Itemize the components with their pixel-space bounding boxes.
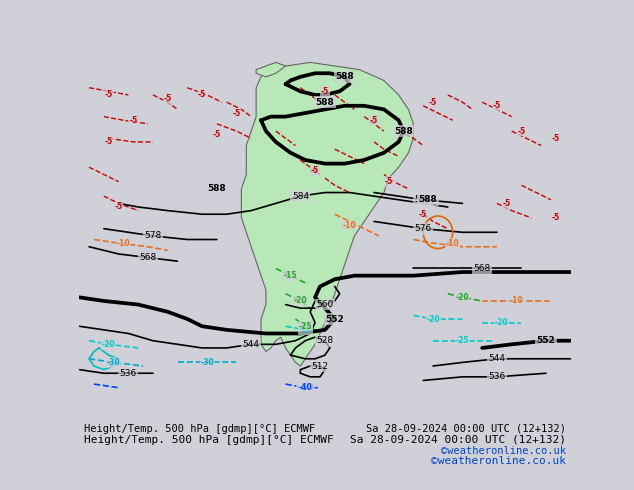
Text: 544: 544 — [488, 354, 505, 363]
Text: 568: 568 — [139, 253, 157, 262]
Text: Sa 28-09-2024 00:00 UTC (12+132): Sa 28-09-2024 00:00 UTC (12+132) — [350, 435, 566, 445]
Text: Height/Temp. 500 hPa [gdmp][°C] ECMWF: Height/Temp. 500 hPa [gdmp][°C] ECMWF — [84, 435, 334, 445]
Text: 528: 528 — [316, 336, 333, 345]
Text: -5: -5 — [129, 116, 138, 125]
Polygon shape — [256, 62, 285, 77]
Text: -10: -10 — [343, 220, 356, 229]
Text: -25: -25 — [299, 322, 312, 331]
Text: 588: 588 — [207, 184, 226, 194]
Text: -5: -5 — [232, 108, 241, 118]
Text: -5: -5 — [370, 116, 378, 125]
Text: 536: 536 — [488, 372, 505, 381]
Text: -5: -5 — [164, 94, 172, 103]
Text: -30: -30 — [107, 358, 120, 367]
Text: 512: 512 — [311, 362, 328, 370]
Text: -40: -40 — [297, 383, 313, 392]
Text: Height/Temp. 500 hPa [gdmp][°C] ECMWF: Height/Temp. 500 hPa [gdmp][°C] ECMWF — [84, 424, 315, 434]
Text: -10: -10 — [117, 239, 130, 247]
Text: -5: -5 — [385, 177, 393, 186]
Text: -5: -5 — [114, 202, 123, 212]
Text: -5: -5 — [552, 134, 560, 143]
Text: ©weatheronline.co.uk: ©weatheronline.co.uk — [441, 445, 566, 456]
Text: -20: -20 — [456, 293, 469, 302]
Text: 578: 578 — [145, 231, 162, 241]
Text: -25: -25 — [299, 325, 312, 334]
Text: -5: -5 — [105, 137, 113, 147]
Text: Sa 28-09-2024 00:00 UTC (12+132): Sa 28-09-2024 00:00 UTC (12+132) — [366, 424, 566, 434]
Text: -30: -30 — [200, 358, 214, 367]
Text: 588: 588 — [418, 195, 437, 204]
FancyBboxPatch shape — [79, 59, 571, 392]
Text: -5: -5 — [517, 126, 526, 136]
Text: -5: -5 — [429, 98, 437, 107]
Text: -5: -5 — [503, 199, 511, 208]
FancyBboxPatch shape — [79, 420, 571, 474]
Text: 588: 588 — [394, 126, 413, 136]
Text: 552: 552 — [536, 336, 555, 345]
Text: 560: 560 — [316, 300, 333, 309]
Text: -5: -5 — [493, 101, 501, 110]
Text: 584: 584 — [292, 192, 309, 200]
Text: -20: -20 — [294, 296, 307, 305]
Text: -5: -5 — [419, 210, 427, 219]
Text: ©weatheronline.co.uk: ©weatheronline.co.uk — [430, 456, 566, 466]
Text: 536: 536 — [120, 369, 137, 378]
Text: 588: 588 — [335, 73, 354, 81]
Text: -40: -40 — [299, 383, 312, 392]
Text: -5: -5 — [552, 213, 560, 222]
Text: -5: -5 — [105, 91, 113, 99]
Text: -5: -5 — [212, 130, 221, 139]
Text: -15: -15 — [284, 271, 297, 280]
Text: -20: -20 — [426, 315, 440, 323]
Text: -10: -10 — [510, 296, 523, 305]
Text: 584: 584 — [415, 195, 432, 204]
Text: -25: -25 — [456, 336, 469, 345]
Text: -20: -20 — [102, 340, 115, 349]
Text: -10: -10 — [446, 239, 460, 247]
Text: 588: 588 — [316, 98, 334, 107]
Text: -5: -5 — [198, 91, 206, 99]
Text: 568: 568 — [474, 264, 491, 273]
Polygon shape — [242, 62, 413, 366]
Text: 544: 544 — [243, 340, 260, 349]
Text: -5: -5 — [321, 87, 329, 96]
Text: 576: 576 — [415, 224, 432, 233]
Text: -20: -20 — [495, 318, 508, 327]
Text: -5: -5 — [311, 166, 320, 175]
Text: 552: 552 — [325, 315, 344, 323]
